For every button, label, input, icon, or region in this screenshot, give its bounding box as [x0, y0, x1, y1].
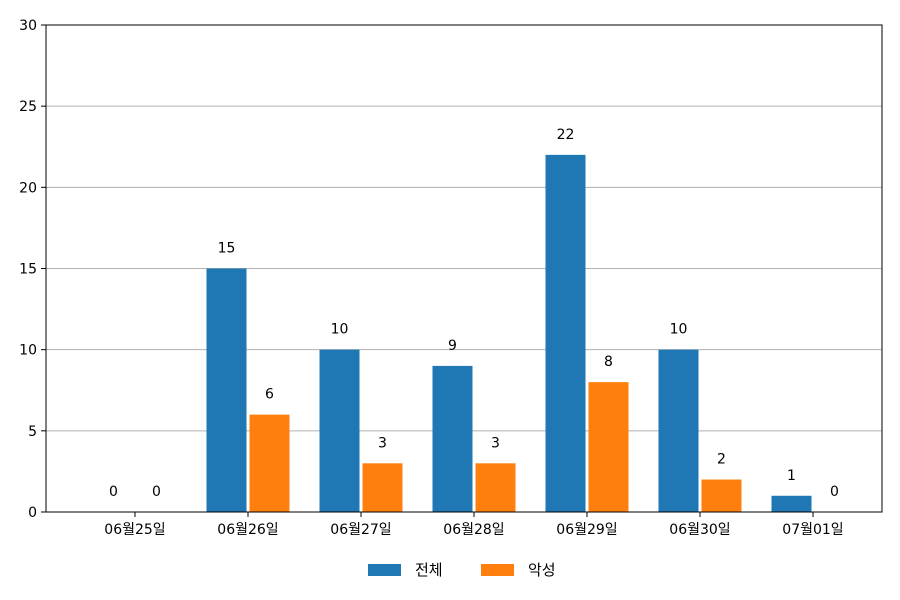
y-tick-label: 25	[19, 99, 37, 115]
data-label: 1	[787, 468, 796, 484]
x-tick-label: 06월28일	[443, 522, 504, 538]
legend: 전체 악성	[368, 561, 556, 579]
data-label: 0	[109, 484, 118, 500]
x-tick-label: 06월29일	[556, 522, 617, 538]
x-tick-label: 06월30일	[669, 522, 730, 538]
x-tick-label: 06월26일	[217, 522, 278, 538]
data-label: 22	[557, 127, 575, 143]
bar-malicious	[249, 414, 290, 512]
bar-malicious	[701, 479, 742, 512]
bar-total	[432, 365, 473, 512]
data-label: 0	[830, 484, 839, 500]
x-axis: 06월25일 06월26일 06월27일 06월28일 06월29일 06월30일 07월0…	[104, 512, 844, 538]
legend-swatch	[368, 564, 401, 576]
x-tick-label: 06월27일	[330, 522, 391, 538]
bar-malicious	[588, 382, 629, 512]
y-tick-label: 30	[19, 18, 37, 34]
data-label: 3	[378, 435, 387, 451]
y-tick-label: 0	[28, 505, 37, 521]
y-axis: 0 5 10 15 20 25 30	[19, 18, 46, 521]
bar-total	[206, 268, 247, 512]
data-label: 8	[604, 354, 613, 370]
data-label: 6	[265, 387, 274, 403]
x-tick-label: 07월01일	[782, 522, 843, 538]
bar-total	[771, 495, 812, 512]
bar-malicious	[362, 463, 403, 512]
y-gridlines	[46, 105, 882, 432]
data-label: 15	[218, 241, 236, 257]
data-label: 3	[491, 435, 500, 451]
bar-total	[545, 154, 586, 512]
y-tick-label: 5	[28, 424, 37, 440]
data-label: 9	[448, 338, 457, 354]
legend-label: 악성	[528, 561, 556, 579]
data-label: 10	[331, 322, 349, 338]
legend-label: 전체	[415, 561, 443, 579]
y-tick-label: 10	[19, 343, 37, 359]
data-label: 2	[717, 452, 726, 468]
bar-total	[658, 349, 699, 512]
legend-swatch	[481, 564, 514, 576]
x-tick-label: 06월25일	[104, 522, 165, 538]
y-tick-label: 20	[19, 180, 37, 196]
bars	[206, 154, 812, 512]
data-label: 10	[670, 322, 688, 338]
data-label: 0	[152, 484, 161, 500]
y-tick-label: 15	[19, 262, 37, 278]
bar-total	[319, 349, 360, 512]
bar-malicious	[475, 463, 516, 512]
